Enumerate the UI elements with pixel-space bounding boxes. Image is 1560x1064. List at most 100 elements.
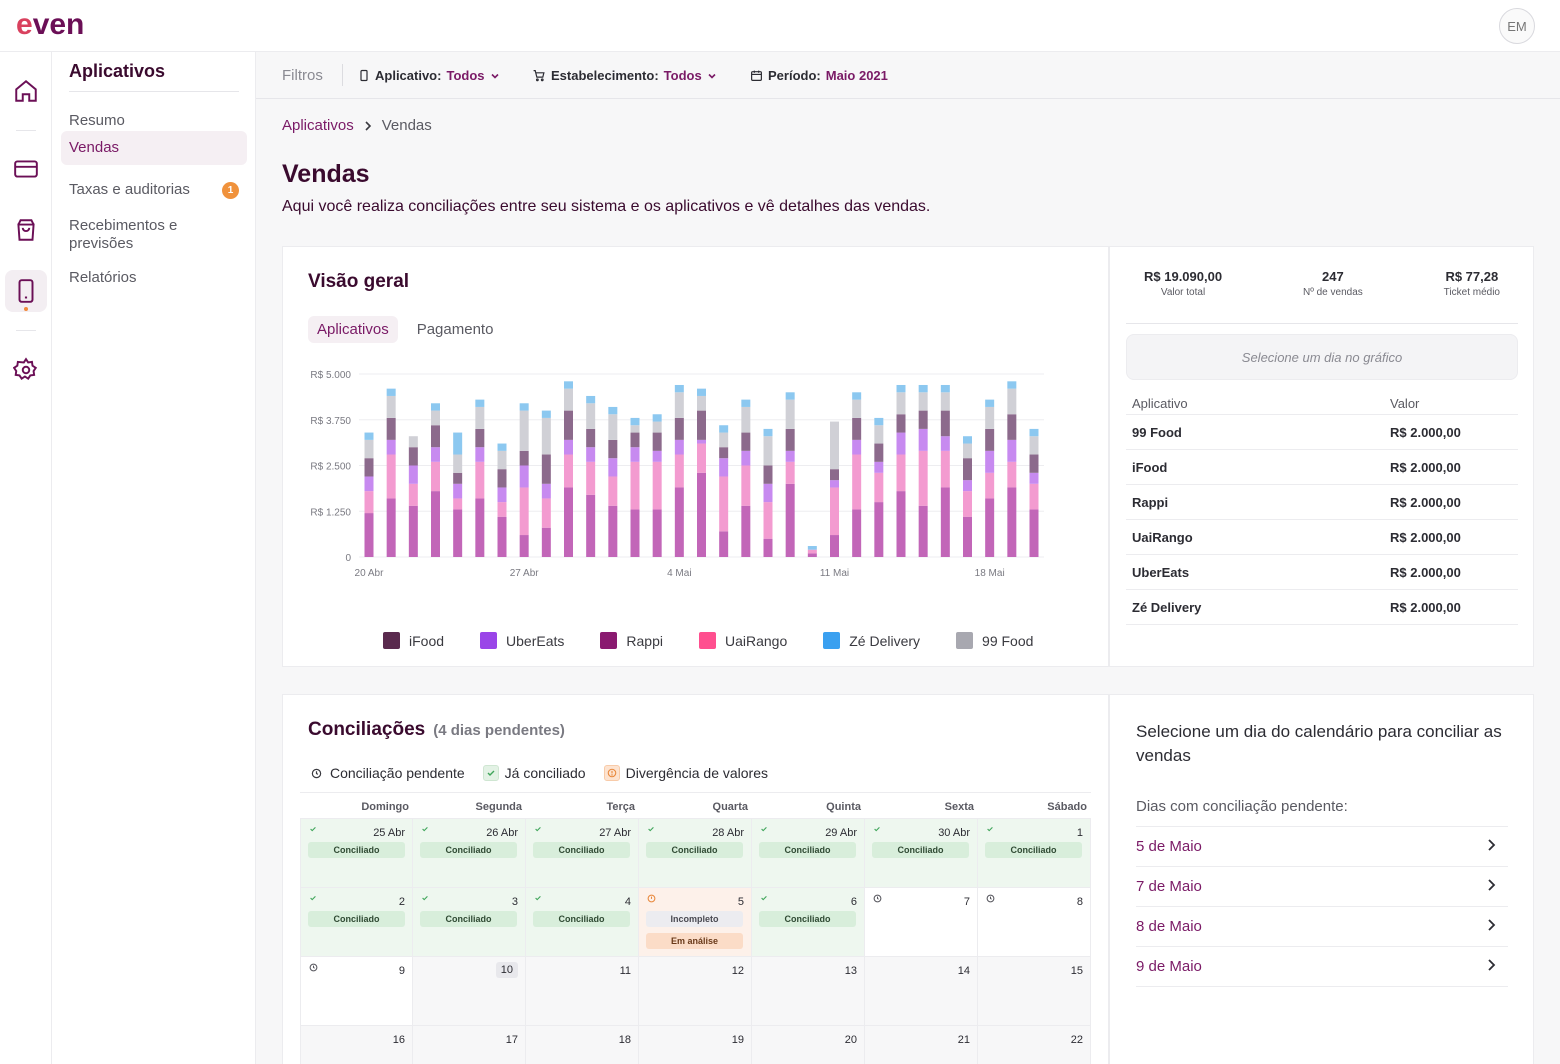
bar-segment[interactable] (408, 447, 418, 466)
bar-segment[interactable] (475, 447, 485, 462)
pending-day-link[interactable]: 7 de Maio (1136, 867, 1508, 907)
bar-segment[interactable] (985, 428, 995, 451)
chart-bar[interactable] (830, 421, 839, 557)
chart-bar[interactable] (807, 546, 817, 557)
bar-segment[interactable] (630, 509, 640, 557)
chart-bar[interactable] (608, 406, 618, 557)
bar-segment[interactable] (431, 403, 440, 411)
bar-segment[interactable] (963, 443, 972, 459)
bar-segment[interactable] (519, 450, 529, 466)
bar-segment[interactable] (852, 399, 862, 418)
bar-segment[interactable] (985, 406, 995, 429)
bar-segment[interactable] (608, 458, 618, 477)
bar-segment[interactable] (408, 483, 418, 506)
bar-segment[interactable] (408, 505, 418, 557)
chart-bar[interactable] (697, 388, 706, 557)
bar-segment[interactable] (830, 487, 839, 536)
bar-segment[interactable] (741, 406, 751, 433)
chart-bar[interactable] (874, 417, 884, 557)
calendar-day[interactable]: 6 Conciliado (752, 888, 865, 957)
rail-cards-button[interactable] (5, 148, 47, 190)
bar-segment[interactable] (541, 527, 551, 557)
bar-segment[interactable] (896, 432, 906, 455)
bar-segment[interactable] (697, 472, 706, 557)
bar-segment[interactable] (586, 461, 596, 495)
pending-day-link[interactable]: 8 de Maio (1136, 907, 1508, 947)
rail-apps-button[interactable] (5, 270, 47, 312)
bar-segment[interactable] (564, 454, 573, 488)
bar-segment[interactable] (674, 384, 684, 393)
bar-segment[interactable] (940, 384, 950, 393)
bar-segment[interactable] (497, 450, 507, 470)
calendar-day[interactable]: 5 Incompleto Em análise (639, 888, 752, 957)
legend-item[interactable]: Rappi (600, 632, 663, 649)
app-filter-dropdown[interactable]: Aplicativo: Todos (358, 68, 500, 83)
chart-bar[interactable] (541, 410, 551, 557)
store-filter-dropdown[interactable]: Estabelecimento: Todos (532, 68, 717, 83)
bar-segment[interactable] (497, 502, 507, 517)
bar-segment[interactable] (453, 472, 463, 484)
chart-bar[interactable] (674, 384, 684, 557)
bar-segment[interactable] (963, 480, 972, 492)
bar-segment[interactable] (1007, 414, 1017, 440)
bar-segment[interactable] (830, 535, 839, 557)
bar-segment[interactable] (697, 395, 706, 411)
bar-segment[interactable] (630, 432, 640, 448)
calendar-day[interactable]: 30 Abr Conciliado (865, 819, 978, 888)
sidebar-item-resumo[interactable]: Resumo (61, 104, 247, 138)
rail-shopping-button[interactable] (5, 209, 47, 251)
chart-bar[interactable] (564, 381, 573, 557)
chart-bar[interactable] (497, 443, 507, 557)
bar-segment[interactable] (940, 450, 950, 488)
calendar-day[interactable]: 8 (978, 888, 1091, 957)
legend-item[interactable]: iFood (383, 632, 444, 649)
bar-segment[interactable] (763, 502, 773, 539)
chart-bar[interactable] (896, 384, 906, 557)
bar-segment[interactable] (630, 447, 640, 462)
legend-item[interactable]: 99 Food (956, 632, 1033, 649)
bar-segment[interactable] (830, 469, 839, 481)
chart-bar[interactable] (1029, 428, 1039, 557)
bar-segment[interactable] (741, 505, 751, 557)
bar-segment[interactable] (453, 454, 463, 473)
chart-bar[interactable] (652, 414, 662, 557)
bar-segment[interactable] (852, 392, 862, 400)
pending-day-link[interactable]: 9 de Maio (1136, 947, 1508, 987)
calendar-day[interactable]: 19 (639, 1026, 752, 1064)
bar-segment[interactable] (785, 461, 795, 484)
calendar-day[interactable]: 16 (300, 1026, 413, 1064)
chart-bar[interactable] (985, 399, 995, 557)
bar-segment[interactable] (431, 410, 440, 426)
bar-segment[interactable] (586, 428, 596, 448)
bar-segment[interactable] (940, 487, 950, 557)
bar-segment[interactable] (697, 443, 706, 473)
calendar-day[interactable]: 4 Conciliado (526, 888, 639, 957)
bar-segment[interactable] (408, 436, 418, 448)
bar-segment[interactable] (386, 454, 396, 499)
calendar-day[interactable]: 9 (300, 957, 413, 1026)
calendar-day[interactable]: 2 Conciliado (300, 888, 413, 957)
bar-segment[interactable] (519, 410, 529, 451)
bar-segment[interactable] (431, 425, 440, 448)
bar-segment[interactable] (541, 410, 551, 418)
bar-segment[interactable] (652, 421, 662, 433)
chart-bar[interactable] (475, 399, 485, 557)
bar-segment[interactable] (719, 432, 729, 448)
chart-bar[interactable] (785, 392, 795, 557)
bar-segment[interactable] (519, 403, 529, 411)
chart-bar[interactable] (386, 388, 396, 557)
bar-segment[interactable] (497, 469, 507, 488)
bar-segment[interactable] (874, 502, 884, 557)
tab-aplicativos[interactable]: Aplicativos (308, 316, 398, 343)
bar-segment[interactable] (918, 450, 928, 506)
calendar-day[interactable]: 20 (752, 1026, 865, 1064)
bar-segment[interactable] (564, 487, 573, 557)
pending-day-link[interactable]: 5 de Maio (1136, 827, 1508, 867)
bar-segment[interactable] (940, 410, 950, 437)
bar-segment[interactable] (741, 465, 751, 506)
bar-segment[interactable] (1007, 487, 1017, 557)
bar-segment[interactable] (608, 476, 618, 506)
bar-segment[interactable] (630, 461, 640, 510)
bar-segment[interactable] (896, 491, 906, 557)
bar-segment[interactable] (763, 538, 773, 557)
